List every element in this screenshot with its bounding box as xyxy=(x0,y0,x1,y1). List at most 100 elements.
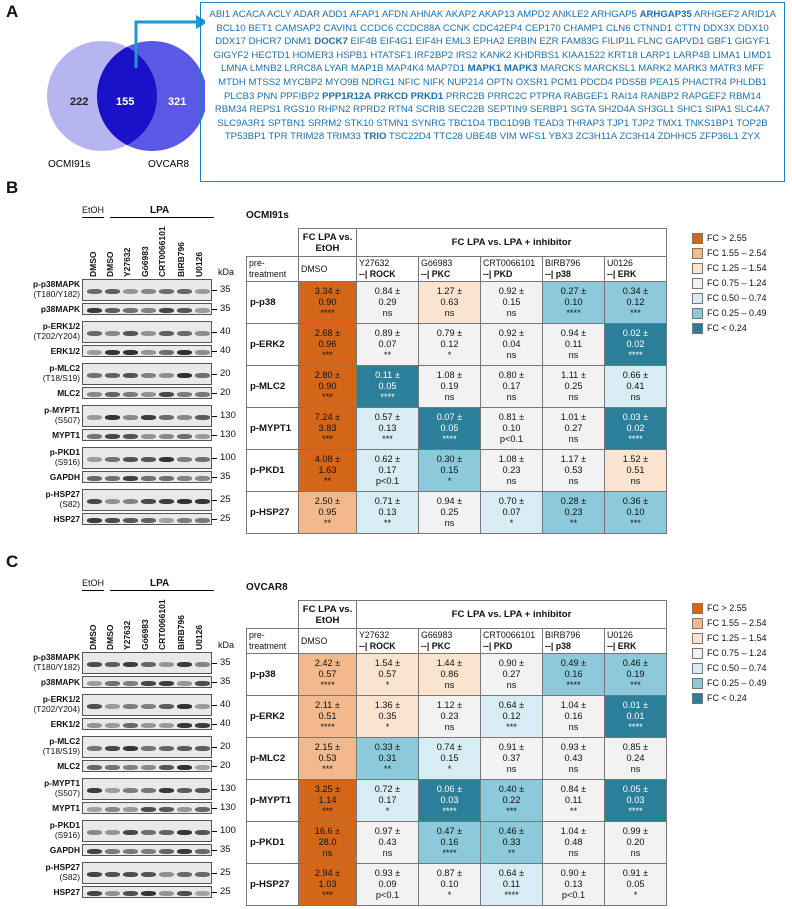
gene-name: LARP1 xyxy=(640,49,671,61)
fc-sd: 0.51 xyxy=(626,465,645,475)
blot-band xyxy=(195,765,210,770)
gene-name: ZC3H14 xyxy=(619,131,656,143)
fc-cell: 0.72 ±0.17 * xyxy=(356,779,419,822)
fc-cell: 0.33 ±0.31 ** xyxy=(356,737,419,780)
fc-cell: 0.49 ±0.16 **** xyxy=(542,653,605,696)
lane-label-3: Y27632 xyxy=(122,620,132,650)
fc-significance: p<0.1 xyxy=(499,434,524,444)
blot-protein: p-PKD1 xyxy=(49,820,80,830)
mw-marker-12: 25 xyxy=(220,886,231,897)
fc-cell: 0.01 ±0.01 **** xyxy=(604,695,667,738)
blot-band xyxy=(105,807,120,812)
fc-cell: 3.34 ±0.90 **** xyxy=(298,281,357,324)
pretreatment-label: pre-treatment xyxy=(246,256,299,282)
legend-swatch xyxy=(692,233,703,244)
fc-significance: *** xyxy=(630,308,641,318)
fc-mean: 0.90 ± xyxy=(498,658,525,668)
blot-band xyxy=(105,891,120,896)
gene-name: NUP214 xyxy=(447,76,484,88)
fc-mean: 0.62 ± xyxy=(374,454,401,464)
blot-band xyxy=(177,457,192,462)
blot-band xyxy=(141,373,156,378)
inhibitor-target: --| ROCK xyxy=(359,641,396,651)
legend-swatch xyxy=(692,308,703,319)
inhibitor-name: Y27632 xyxy=(359,630,390,640)
fc-cell: 0.11 ±0.05 **** xyxy=(356,365,419,408)
gene-name: HTATSF1 xyxy=(370,49,412,61)
gene-name: LMNB2 xyxy=(249,63,282,75)
blot-band xyxy=(141,849,156,854)
fc-sd: 0.03 xyxy=(626,795,645,805)
gene-name: CAVIN1 xyxy=(323,22,358,34)
legend-label: FC 0.25 – 0.49 xyxy=(707,678,767,688)
mw-marker-6: 20 xyxy=(220,387,231,398)
mw-tick xyxy=(212,789,217,790)
fc-significance: ns xyxy=(506,350,517,360)
gene-name: SRRM2 xyxy=(308,117,342,129)
blot-band xyxy=(177,704,192,709)
fc-significance: *** xyxy=(630,518,641,528)
fc-cell: 0.92 ±0.15 ns xyxy=(480,281,543,324)
gene-name: TJP2 xyxy=(631,117,655,129)
fc-sd: 0.13 xyxy=(564,879,583,889)
fc-cell: 0.27 ±0.10 **** xyxy=(542,281,605,324)
fc-significance: ns xyxy=(506,680,517,690)
fc-sd: 0.10 xyxy=(626,507,645,517)
fc-cell: 0.94 ±0.25 ns xyxy=(418,491,481,534)
gene-name: ACLY xyxy=(267,9,292,20)
mw-tick xyxy=(212,332,217,333)
blot-image-1 xyxy=(82,652,212,674)
blot-band xyxy=(105,415,120,420)
gene-name: KANK2 xyxy=(479,49,512,61)
blot-protein: GAPDH xyxy=(49,845,80,855)
fc-sd: 0.12 xyxy=(502,711,521,721)
fc-significance: ** xyxy=(569,806,578,816)
fc-mean: 0.03 ± xyxy=(622,412,649,422)
lane-label-3: Y27632 xyxy=(122,247,132,277)
fc-cell: 1.54 ±0.57 * xyxy=(356,653,419,696)
blot-band xyxy=(141,723,156,728)
inhibitor-name: BIRB796 xyxy=(545,630,581,640)
blot-label-4: ERK1/2 xyxy=(0,719,80,729)
gene-name: DDX17 xyxy=(215,36,246,48)
gene-name: MARK3 xyxy=(674,63,708,75)
gene-name: TP53BP1 xyxy=(224,131,266,143)
fc-mean: 0.06 ± xyxy=(436,784,463,794)
fc-mean: 0.46 ± xyxy=(498,826,525,836)
fc-cell: 4.08 ±1.63 ** xyxy=(298,449,357,492)
fc-mean: 0.30 ± xyxy=(436,454,463,464)
blot-band xyxy=(195,662,210,667)
gene-name: KHDRBS1 xyxy=(513,49,560,61)
blot-band xyxy=(87,434,102,439)
fc-cell: 0.97 ±0.43 ns xyxy=(356,821,419,864)
gene-name: SIPA1 xyxy=(705,104,732,116)
gene-name: PPP1R12A xyxy=(322,90,372,102)
blot-band xyxy=(105,704,120,709)
blot-band xyxy=(159,518,174,523)
gene-name: AFDN xyxy=(381,9,409,20)
fc-significance: ns xyxy=(568,434,579,444)
gene-name: FILIP1L xyxy=(601,36,635,48)
gene-name: FAM83G xyxy=(561,36,600,48)
blot-band xyxy=(123,746,138,751)
blot-band xyxy=(177,434,192,439)
mw-marker-3: 40 xyxy=(220,326,231,337)
mw-tick xyxy=(212,831,217,832)
fc-significance: **** xyxy=(442,434,457,444)
fc-sd: 0.05 xyxy=(440,423,459,433)
blot-band xyxy=(87,289,102,294)
gene-name: TRIM28 xyxy=(290,131,325,143)
gene-name: PPFIBP2 xyxy=(279,90,320,102)
fc-sd: 0.57 xyxy=(318,669,337,679)
blot-band xyxy=(177,350,192,355)
fc-cell: 0.91 ±0.05 * xyxy=(604,863,667,906)
blot-band xyxy=(87,499,102,504)
mw-marker-8: 130 xyxy=(220,429,236,440)
fc-significance: **** xyxy=(504,890,519,900)
gene-name: AHNAK xyxy=(410,9,444,20)
inhibitor-name: U0126 xyxy=(607,258,633,268)
blot-band xyxy=(159,289,174,294)
blot-label-12: HSP27 xyxy=(0,514,80,524)
gene-name: ARHGAP35 xyxy=(639,9,692,20)
blot-band xyxy=(123,765,138,770)
